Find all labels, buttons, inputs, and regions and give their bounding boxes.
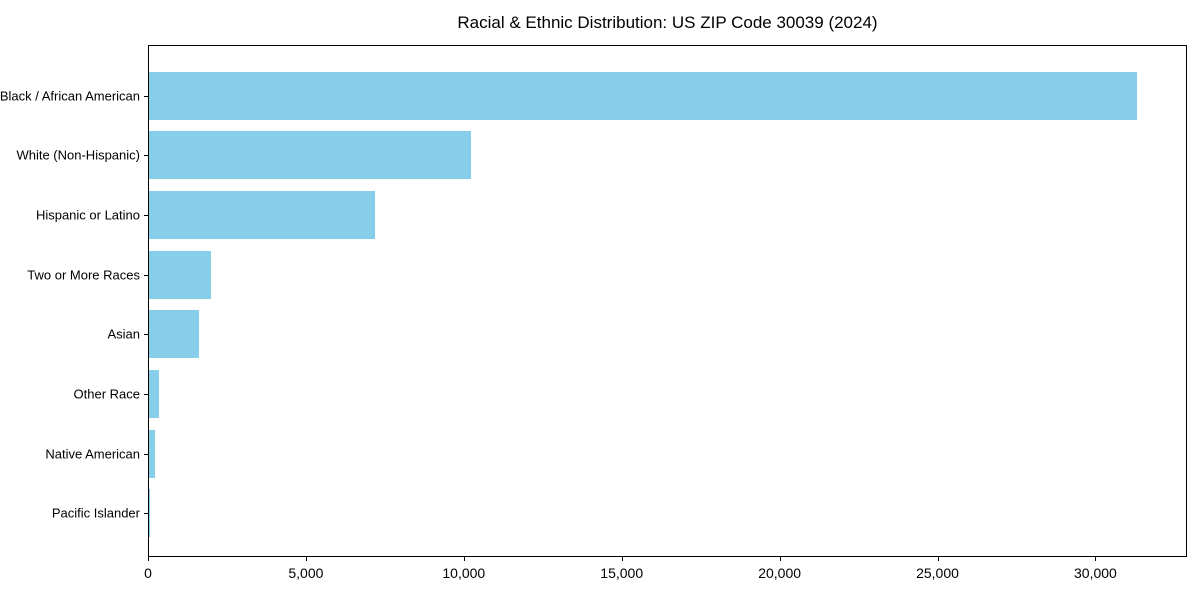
y-axis-label: White (Non-Hispanic) — [16, 147, 140, 163]
y-tick — [144, 95, 148, 97]
y-tick — [144, 215, 148, 217]
bar — [149, 489, 150, 538]
bar — [149, 191, 376, 240]
x-tick-label: 0 — [144, 565, 152, 581]
x-tick-label: 30,000 — [1073, 565, 1117, 581]
chart-title: Racial & Ethnic Distribution: US ZIP Cod… — [457, 13, 878, 32]
y-axis-label: Pacific Islander — [51, 505, 140, 521]
x-tick — [779, 557, 781, 561]
x-tick — [148, 557, 149, 561]
y-tick — [144, 394, 148, 396]
x-tick — [621, 557, 623, 561]
y-tick — [144, 513, 148, 515]
x-tick-label: 10,000 — [442, 565, 486, 581]
y-tick — [144, 453, 148, 455]
bar — [149, 310, 199, 359]
x-tick — [1095, 557, 1097, 561]
x-tick-label: 5,000 — [288, 565, 324, 581]
x-tick-label: 20,000 — [758, 565, 802, 581]
y-tick — [144, 334, 148, 336]
x-tick-label: 25,000 — [916, 565, 959, 581]
y-axis-label: Native American — [45, 446, 140, 462]
bar — [149, 429, 155, 478]
x-tick-label: 15,000 — [600, 565, 644, 581]
y-tick — [144, 155, 148, 157]
y-tick — [144, 274, 148, 276]
y-axis-label: Black / African American — [0, 88, 140, 104]
bar — [149, 71, 1138, 120]
bar — [149, 131, 472, 180]
x-tick — [463, 557, 465, 561]
y-axis-label: Two or More Races — [27, 267, 140, 283]
y-axis-label: Hispanic or Latino — [35, 207, 140, 223]
x-tick — [937, 557, 939, 561]
bar — [149, 370, 160, 419]
bar — [149, 250, 211, 299]
plot-area — [148, 45, 1187, 557]
x-tick — [305, 557, 307, 561]
y-axis-label: Asian — [107, 326, 140, 342]
y-axis-label: Other Race — [73, 386, 140, 402]
